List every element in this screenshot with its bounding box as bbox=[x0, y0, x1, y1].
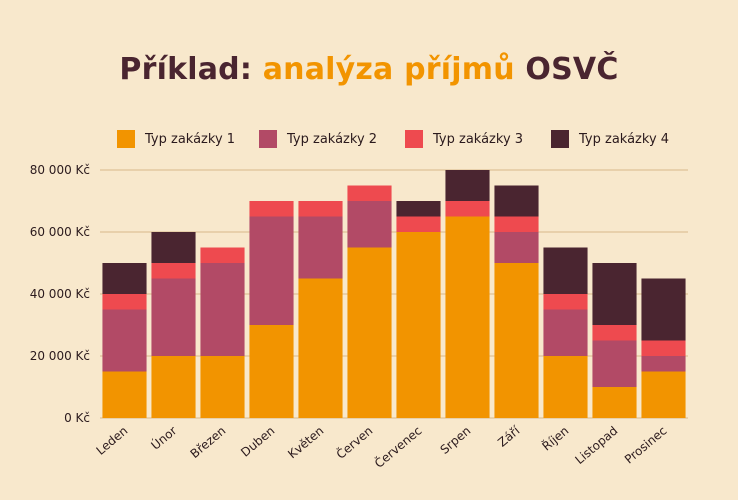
bar-segment-series-3 bbox=[200, 247, 245, 263]
legend-label-3: Typ zakázky 3 bbox=[433, 131, 524, 147]
x-category-label: Květen bbox=[285, 424, 326, 462]
bar-segment-series-1 bbox=[543, 356, 588, 418]
title-part-2: analýza příjmů bbox=[262, 52, 515, 87]
bar-segment-series-3 bbox=[347, 185, 392, 201]
bar-segment-series-3 bbox=[396, 216, 441, 232]
x-category-label: Duben bbox=[238, 424, 277, 460]
bar-segment-series-3 bbox=[249, 201, 294, 217]
y-tick-label: 80 000 Kč bbox=[30, 163, 90, 177]
legend-swatch-3 bbox=[405, 130, 423, 148]
bar-segment-series-3 bbox=[494, 216, 539, 232]
bar-segment-series-3 bbox=[592, 325, 637, 341]
legend-item-1: Typ zakázky 1 bbox=[117, 130, 235, 148]
bar-segment-series-4 bbox=[592, 263, 637, 325]
legend: Typ zakázky 1 Typ zakázky 2 Typ zakázky … bbox=[0, 130, 738, 152]
legend-swatch-2 bbox=[259, 130, 277, 148]
x-category-label: Leden bbox=[93, 424, 130, 458]
y-tick-label: 40 000 Kč bbox=[30, 287, 90, 301]
bar-segment-series-2 bbox=[641, 356, 686, 372]
bar-segment-series-4 bbox=[641, 278, 686, 341]
legend-item-3: Typ zakázky 3 bbox=[405, 130, 523, 148]
x-category-label: Únor bbox=[148, 423, 180, 453]
bar-segment-series-2 bbox=[543, 309, 588, 356]
x-category-label: Červen bbox=[333, 423, 375, 462]
y-tick-label: 0 Kč bbox=[64, 411, 90, 425]
bar-segment-series-4 bbox=[396, 201, 441, 217]
y-tick-label: 60 000 Kč bbox=[30, 225, 90, 239]
legend-item-2: Typ zakázky 2 bbox=[259, 130, 377, 148]
legend-swatch-4 bbox=[551, 130, 569, 148]
title-part-1: Příklad: bbox=[119, 52, 263, 87]
legend-label-1: Typ zakázky 1 bbox=[145, 131, 236, 147]
bar-segment-series-3 bbox=[102, 294, 147, 310]
x-category-label: Září bbox=[495, 423, 523, 449]
bar-segment-series-1 bbox=[200, 356, 245, 418]
legend-label-4: Typ zakázky 4 bbox=[579, 131, 670, 147]
x-category-label: Listopad bbox=[572, 424, 620, 467]
bar-segment-series-4 bbox=[543, 247, 588, 294]
bar-segment-series-1 bbox=[494, 263, 539, 418]
chart-title: Příklad: analýza příjmů OSVČ bbox=[0, 52, 738, 87]
bar-segment-series-1 bbox=[445, 216, 490, 418]
bar-segment-series-2 bbox=[249, 216, 294, 325]
bar-segment-series-2 bbox=[200, 263, 245, 356]
bar-segment-series-1 bbox=[102, 371, 147, 418]
bar-segment-series-2 bbox=[592, 340, 637, 387]
bar-segment-series-1 bbox=[151, 356, 196, 418]
bar-segment-series-2 bbox=[494, 232, 539, 263]
bar-segment-series-1 bbox=[592, 387, 637, 418]
bar-segment-series-3 bbox=[543, 294, 588, 310]
bar-segment-series-4 bbox=[151, 232, 196, 263]
x-category-label: Říjen bbox=[539, 423, 572, 454]
bar-segment-series-2 bbox=[347, 201, 392, 248]
bar-segment-series-3 bbox=[298, 201, 343, 217]
legend-label-2: Typ zakázky 2 bbox=[287, 131, 378, 147]
x-category-label: Březen bbox=[188, 424, 229, 461]
legend-swatch-1 bbox=[117, 130, 135, 148]
bar-segment-series-2 bbox=[102, 309, 147, 372]
bar-segment-series-2 bbox=[298, 216, 343, 279]
bar-segment-series-4 bbox=[102, 263, 147, 294]
bar-segment-series-4 bbox=[445, 170, 490, 201]
bar-segment-series-4 bbox=[494, 185, 539, 217]
x-category-label: Prosinec bbox=[622, 424, 669, 467]
bar-segment-series-1 bbox=[641, 371, 686, 418]
bar-segment-series-1 bbox=[298, 278, 343, 418]
bar-segment-series-3 bbox=[151, 263, 196, 279]
bar-segment-series-2 bbox=[151, 278, 196, 356]
bar-segment-series-3 bbox=[445, 201, 490, 217]
y-tick-label: 20 000 Kč bbox=[30, 349, 90, 363]
x-category-label: Srpen bbox=[437, 424, 473, 457]
bar-segment-series-1 bbox=[347, 247, 392, 418]
bar-segment-series-3 bbox=[641, 340, 686, 356]
legend-item-4: Typ zakázky 4 bbox=[551, 130, 669, 148]
title-part-3: OSVČ bbox=[514, 52, 619, 87]
x-category-label: Červenec bbox=[371, 423, 424, 471]
bar-segment-series-1 bbox=[249, 325, 294, 418]
bar-segment-series-1 bbox=[396, 232, 441, 418]
